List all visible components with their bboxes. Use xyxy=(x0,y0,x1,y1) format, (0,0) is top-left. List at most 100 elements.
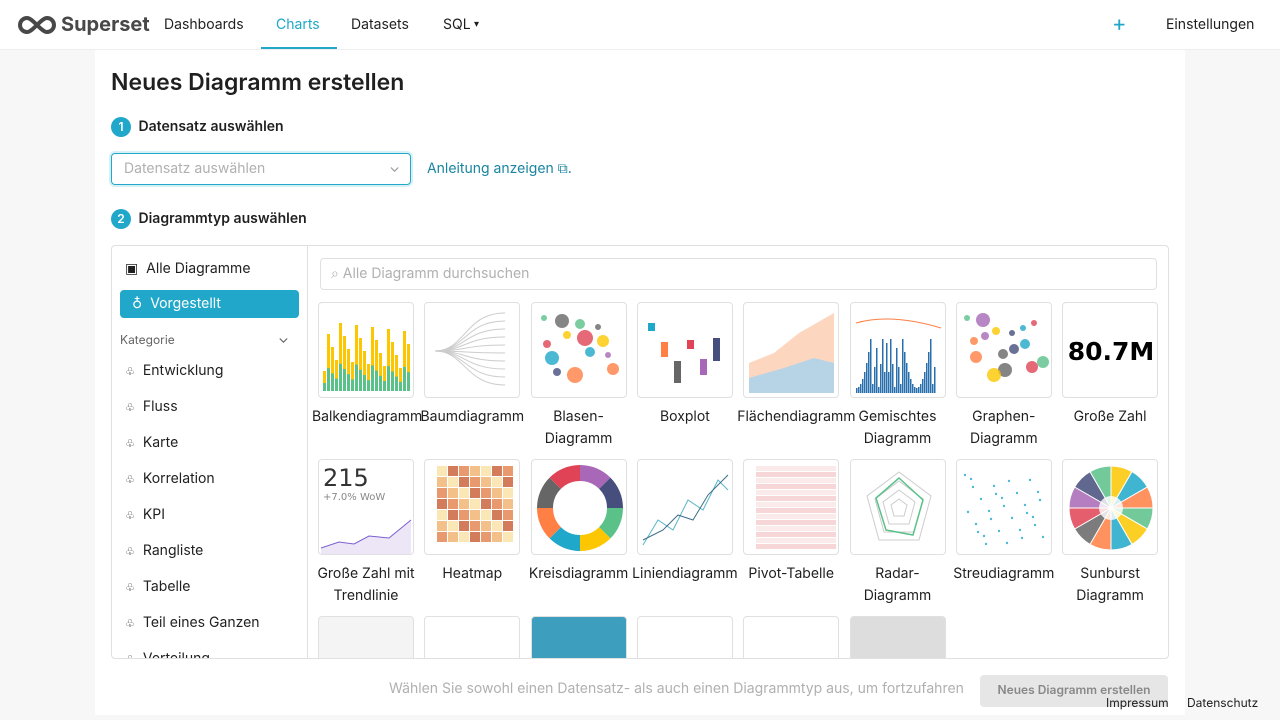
chart-name[interactable]: Blasen-Diagramm xyxy=(544,408,613,447)
sidebar-item-text: Vorgestellt xyxy=(150,295,221,312)
category-text: KPI xyxy=(142,506,165,523)
chart-thumbnail[interactable] xyxy=(636,616,733,658)
category-text: Korrelation xyxy=(142,470,215,487)
chart-name[interactable]: Baumdiagramm xyxy=(420,408,525,425)
chart-thumbnail[interactable] xyxy=(530,302,627,398)
thumbnail-graphic: 215+7.0% WoW xyxy=(320,464,412,554)
category-item[interactable]: ♧ Verteilung xyxy=(125,650,210,659)
category-item[interactable]: ♧ Teil eines Ganzen xyxy=(125,614,260,631)
sidebar-item[interactable]: ▣ Alle Diagramme xyxy=(125,260,251,277)
trend-number: 215 xyxy=(323,464,369,492)
chart-name[interactable]: Sunburst Diagramm xyxy=(1076,565,1144,604)
chart-thumbnail[interactable] xyxy=(318,616,414,658)
help-link[interactable]: Anleitung anzeigen ⧉. xyxy=(427,160,572,177)
chart-name[interactable]: Flächendiagramm xyxy=(737,408,856,425)
nav-link[interactable]: SQL xyxy=(443,16,471,33)
chart-thumbnail[interactable] xyxy=(743,302,840,398)
chart-name[interactable]: Pivot-Tabelle xyxy=(748,565,834,582)
thumbnail-graphic xyxy=(536,465,623,551)
thumbnail-graphic xyxy=(749,313,835,393)
chart-thumbnail[interactable] xyxy=(743,459,840,555)
chart-name[interactable]: Balkendiagramm xyxy=(312,408,423,425)
category-item[interactable]: ♧ Korrelation xyxy=(125,470,215,487)
chart-name[interactable]: Radar-Diagramm xyxy=(863,565,932,604)
category-item[interactable]: ♧ Fluss xyxy=(125,398,178,415)
chart-thumbnail[interactable] xyxy=(849,459,946,555)
category-item[interactable]: ♧ Rangliste xyxy=(125,542,204,559)
chart-thumbnail[interactable] xyxy=(424,302,521,398)
chart-thumbnail[interactable] xyxy=(743,616,840,658)
chart-thumbnail[interactable] xyxy=(424,459,521,555)
step-number: 1 xyxy=(111,117,131,137)
thumbnail-graphic xyxy=(540,314,619,383)
thumbnail-graphic xyxy=(323,323,410,391)
chart-name[interactable]: Kreisdiagramm xyxy=(528,565,629,582)
chart-thumbnail[interactable] xyxy=(636,459,733,555)
category-text: Entwicklung xyxy=(142,362,224,379)
footer-link[interactable]: Datenschutz xyxy=(1187,695,1259,710)
create-button[interactable]: Neues Diagramm erstellen xyxy=(980,675,1168,707)
search-input[interactable]: ⌕ Alle Diagramm durchsuchen xyxy=(320,258,1157,290)
step-number: 2 xyxy=(111,209,131,229)
sidebar-item-text: Alle Diagramme xyxy=(146,260,251,277)
help-link-text: Anleitung anzeigen xyxy=(427,160,554,177)
thumbnail-graphic xyxy=(865,471,932,541)
chart-name[interactable]: Heatmap xyxy=(442,565,503,582)
category-text: Rangliste xyxy=(142,542,204,559)
category-text: Verteilung xyxy=(142,650,210,659)
thumbnail-graphic: 80.7M xyxy=(1068,337,1155,366)
dataset-select[interactable]: Datensatz auswählen ⌄ xyxy=(111,153,411,185)
sidebar: ▣ Alle Diagramme ♁ Vorgestellt Kategorie… xyxy=(112,246,308,659)
settings-menu[interactable]: Einstellungen xyxy=(1166,16,1255,33)
category-text: Fluss xyxy=(142,398,178,415)
thumbnail-graphic xyxy=(437,466,514,542)
nav-link[interactable]: Charts xyxy=(276,16,320,33)
thumbnail-graphic xyxy=(963,473,1044,546)
step-label: Datensatz auswählen xyxy=(138,118,284,135)
thumbnail-graphic xyxy=(855,318,941,393)
chart-name[interactable]: Boxplot xyxy=(659,408,710,425)
chart-name[interactable]: Graphen-Diagramm xyxy=(969,408,1038,447)
nav-link[interactable]: Datasets xyxy=(351,16,409,33)
chart-name[interactable]: Gemischtes Diagramm xyxy=(858,408,937,447)
page-title: Neues Diagramm erstellen xyxy=(111,68,405,96)
chart-thumbnail[interactable] xyxy=(530,616,627,658)
category-item[interactable]: ♧ Entwicklung xyxy=(125,362,224,379)
top-nav: Superset Dashboards Charts Datasets SQL … xyxy=(0,0,1280,50)
chart-thumbnail[interactable] xyxy=(424,616,521,658)
thumbnail-graphic xyxy=(647,323,720,383)
chart-thumbnail[interactable] xyxy=(849,302,946,398)
chart-thumbnail[interactable] xyxy=(530,459,627,555)
select-placeholder: Datensatz auswählen xyxy=(124,160,266,177)
chart-thumbnail[interactable] xyxy=(318,302,414,398)
category-header[interactable]: Kategorie xyxy=(120,332,175,347)
chart-thumbnail[interactable] xyxy=(636,302,733,398)
footer-link[interactable]: Impressum xyxy=(1106,695,1169,710)
thumbnail-graphic xyxy=(435,312,506,386)
chart-thumbnail[interactable] xyxy=(955,459,1052,555)
active-underline xyxy=(261,47,337,49)
chart-name[interactable]: Große Zahl xyxy=(1073,408,1147,425)
step-label: Diagrammtyp auswählen xyxy=(138,210,307,227)
chart-thumbnail[interactable] xyxy=(955,302,1052,398)
add-button[interactable]: + xyxy=(1112,11,1127,37)
search-placeholder: Alle Diagramm durchsuchen xyxy=(342,265,530,282)
nav-link[interactable]: Dashboards xyxy=(164,16,244,33)
chart-name[interactable]: Streudiagramm xyxy=(953,565,1055,582)
category-item[interactable]: ♧ KPI xyxy=(125,506,165,523)
chart-thumbnail[interactable]: 80.7M xyxy=(1062,302,1159,398)
logo-text[interactable]: Superset xyxy=(61,12,150,36)
sidebar-item-selected[interactable]: ♁ Vorgestellt xyxy=(120,290,299,318)
chart-name[interactable]: Große Zahl mit Trendlinie xyxy=(317,565,415,604)
category-item[interactable]: ♧ Karte xyxy=(125,434,179,451)
chart-name[interactable]: Liniendiagramm xyxy=(632,565,738,582)
category-item[interactable]: ♧ Tabelle xyxy=(125,578,191,595)
logo-icon xyxy=(18,15,56,35)
chart-thumbnail[interactable]: 215 +7.0% WoW xyxy=(318,459,414,555)
thumbnail-graphic xyxy=(756,466,837,549)
step-header: 1 Datensatz auswählen xyxy=(111,117,284,137)
chart-thumbnail[interactable] xyxy=(849,616,946,658)
chart-picker: ▣ Alle Diagramme ♁ Vorgestellt Kategorie… xyxy=(111,245,1169,659)
chart-thumbnail[interactable] xyxy=(1062,459,1159,555)
